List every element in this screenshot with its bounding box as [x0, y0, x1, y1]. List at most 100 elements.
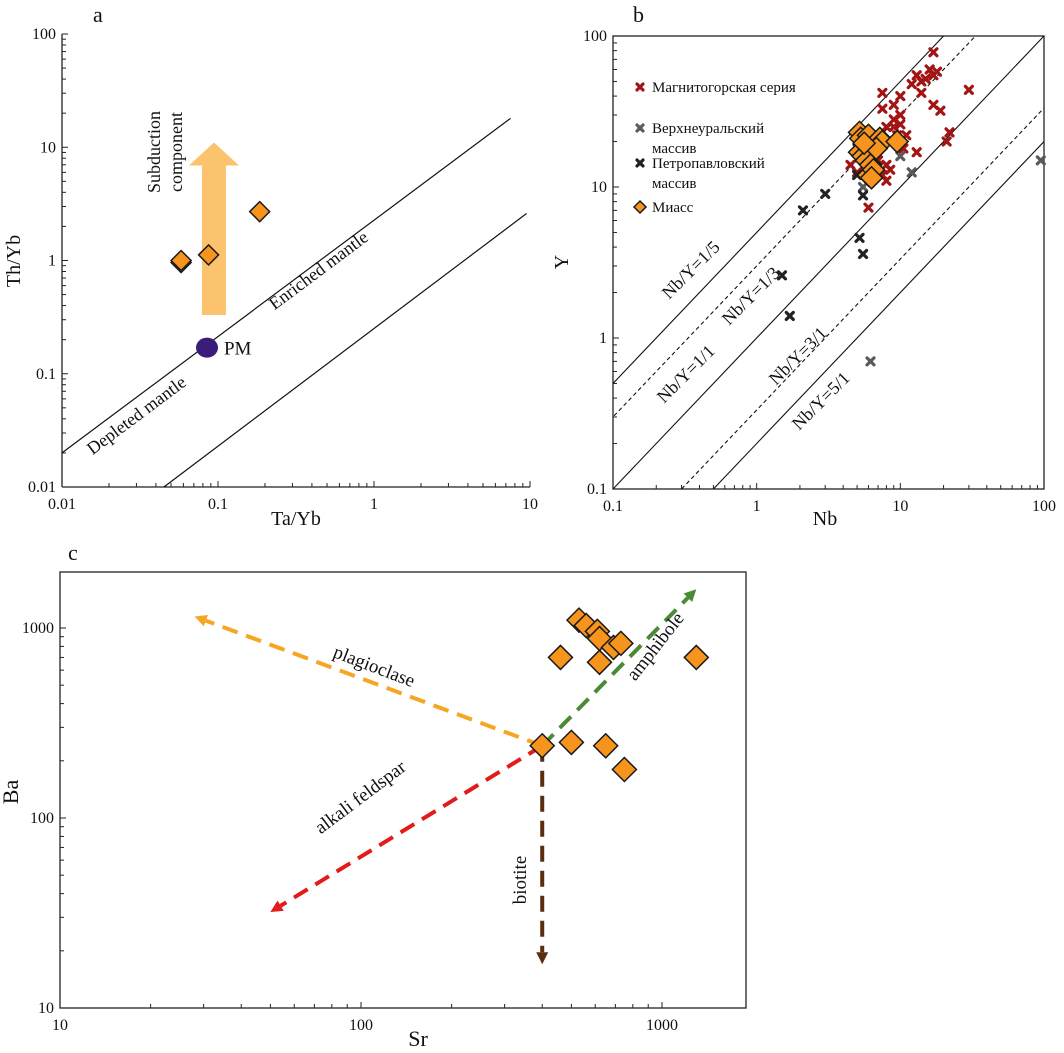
- vector-label: alkali feldspar: [311, 756, 411, 838]
- data-point-verkhneuralsk: [857, 181, 869, 193]
- x-tick-label: 1000: [646, 1017, 678, 1034]
- x-stroke: [635, 158, 645, 168]
- legend-label: Петропавловский: [652, 156, 765, 172]
- x-stroke: [888, 121, 899, 133]
- data-point-magnitogorsk: [863, 202, 874, 213]
- data-point-magnitogorsk: [881, 121, 892, 133]
- data-point-petropavlovsk: [776, 270, 788, 281]
- panel-label: a: [93, 2, 103, 27]
- x-tick-label: 0.1: [208, 496, 228, 513]
- pm-label: PM: [224, 339, 252, 360]
- x-stroke: [895, 151, 906, 162]
- data-point-miass: [547, 644, 574, 671]
- x-stroke: [963, 84, 974, 95]
- x-stroke: [881, 175, 892, 186]
- ratio-line: [712, 140, 1044, 489]
- data-point-miass: [170, 249, 193, 272]
- ratio-line-label: Nb/Y=1/1: [653, 341, 719, 407]
- y-tick-label: 0.1: [587, 481, 607, 498]
- x-tick-label: 1: [753, 498, 761, 515]
- x-stroke: [920, 73, 931, 84]
- x-tick-label: 100: [349, 1017, 373, 1034]
- y-tick-label: 0.1: [36, 366, 56, 383]
- data-point-verkhneuralsk: [895, 151, 906, 162]
- x-stroke: [931, 66, 943, 77]
- x-stroke: [941, 136, 952, 147]
- data-point-magnitogorsk: [895, 90, 906, 102]
- x-stroke: [635, 82, 645, 92]
- legend-item: Миасс: [632, 199, 694, 216]
- vector-line: [205, 618, 543, 748]
- y-tick-label: 100: [30, 810, 54, 827]
- legend-label: массив: [652, 141, 696, 157]
- legend-marker-x: [635, 82, 645, 92]
- x-tick-label: 10: [892, 498, 908, 515]
- vector-arrowhead: [536, 952, 549, 965]
- x-stroke: [906, 79, 917, 90]
- legend-label: массив: [652, 176, 696, 192]
- data-point-magnitogorsk: [920, 73, 931, 84]
- data-point-miass: [611, 756, 638, 783]
- data-point-miass: [683, 644, 710, 671]
- x-stroke: [776, 270, 788, 281]
- y-tick-label: 1: [599, 330, 607, 347]
- ratio-line: [680, 107, 1044, 489]
- y-axis-label: Th/Yb: [3, 235, 25, 287]
- data-point-petropavlovsk: [784, 310, 795, 322]
- ratio-line: [613, 36, 945, 385]
- data-point-miass: [859, 165, 884, 190]
- data-point-miass: [529, 732, 556, 759]
- x-stroke: [820, 188, 831, 200]
- legend-marker-x: [635, 158, 645, 168]
- data-point-petropavlovsk: [797, 205, 809, 216]
- x-stroke: [1035, 155, 1046, 166]
- x-tick-label: 100: [1032, 498, 1056, 515]
- data-point-miass: [586, 649, 613, 676]
- vector-arrowhead: [683, 589, 697, 602]
- data-point-magnitogorsk: [888, 99, 899, 110]
- y-tick-label: 0.01: [28, 479, 56, 496]
- x-tick-label: 10: [52, 1017, 68, 1034]
- x-stroke: [935, 105, 946, 116]
- vector-biotite: biotite: [510, 745, 549, 965]
- x-stroke: [857, 248, 869, 260]
- x-stroke: [911, 70, 922, 81]
- x-stroke: [888, 99, 899, 110]
- x-stroke: [845, 159, 856, 171]
- data-point-verkhneuralsk: [865, 356, 876, 367]
- x-axis-label: Nb: [813, 508, 837, 530]
- x-stroke: [916, 87, 927, 98]
- vector-arrowhead: [194, 615, 208, 627]
- x-stroke: [888, 114, 899, 125]
- plot-frame: [612, 35, 1045, 490]
- data-point-verkhneuralsk: [906, 167, 917, 178]
- data-point-magnitogorsk: [911, 147, 922, 158]
- vector-plagioclase: plagioclase: [194, 615, 543, 748]
- subduction-arrow-shaft: [202, 164, 226, 316]
- x-stroke: [895, 119, 906, 130]
- data-point-magnitogorsk: [877, 87, 888, 98]
- ratio-line-label: Nb/Y=1/5: [658, 237, 724, 303]
- x-stroke: [784, 310, 795, 322]
- legend-marker-diamond: [632, 199, 648, 215]
- legend-item: Магнитогорская серия: [635, 80, 796, 96]
- x-stroke: [854, 232, 865, 244]
- x-stroke: [797, 205, 809, 216]
- y-axis-label: Ba: [0, 780, 23, 805]
- data-point-miass: [197, 243, 220, 266]
- data-point-magnitogorsk: [906, 79, 917, 90]
- panel-label: b: [633, 2, 644, 27]
- data-point-miass: [852, 131, 877, 156]
- panel-b: 0.1 1 10 1000.1110100NbYbNb/Y=1/5Nb/Y=1/3Nb…: [551, 2, 1056, 530]
- data-point-miass: [607, 630, 634, 657]
- vector-line: [540, 596, 690, 748]
- x-stroke: [885, 164, 896, 175]
- x-stroke: [635, 123, 645, 133]
- data-point-magnitogorsk: [881, 175, 892, 186]
- vector-label: amphibole: [623, 609, 689, 685]
- data-point-magnitogorsk: [935, 105, 946, 116]
- x-tick-label: 0.01: [48, 496, 76, 513]
- data-point-magnitogorsk: [963, 84, 974, 95]
- y-tick-label: 10: [40, 139, 56, 156]
- data-point-magnitogorsk: [916, 87, 927, 98]
